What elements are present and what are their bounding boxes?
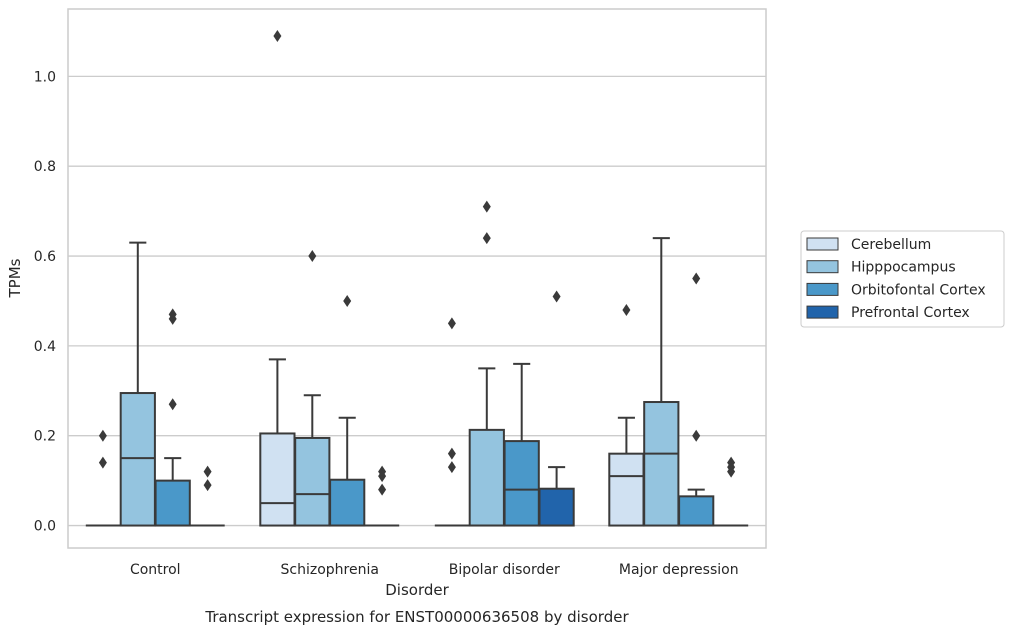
legend-label: Prefrontal Cortex: [851, 305, 970, 321]
x-tick-label: Control: [130, 562, 181, 578]
y-tick-label: 0.8: [34, 159, 56, 175]
chart-title: Transcript expression for ENST0000063650…: [204, 608, 629, 626]
outlier-point: [168, 398, 177, 411]
box-orbitofontal-cortex: [154, 308, 191, 527]
outlier-point: [168, 312, 177, 325]
box-body: [329, 478, 366, 527]
legend-label: Hipppocampus: [851, 260, 956, 276]
x-tick-label: Bipolar disorder: [449, 562, 560, 578]
outlier-point: [622, 303, 631, 316]
legend-frame: [800, 230, 1005, 328]
outlier-point: [203, 465, 212, 478]
outlier-point: [447, 461, 456, 474]
outlier-point: [308, 250, 317, 263]
outlier-point: [273, 29, 282, 42]
box-body: [538, 487, 575, 527]
outlier-point: [378, 483, 387, 496]
box-orbitofontal-cortex: [329, 294, 366, 527]
box-body: [154, 479, 191, 527]
outlier-point: [727, 465, 736, 478]
box-body: [678, 495, 715, 527]
outlier-point: [98, 429, 107, 442]
box-body: [468, 428, 505, 527]
x-tick-labels: Control Schizophrenia Bipolar disorder Majo…: [130, 562, 739, 578]
box-body: [119, 392, 156, 527]
y-tick-label: 0.2: [34, 429, 56, 445]
box-cerebellum: [85, 429, 121, 527]
y-tick-label: 0.4: [34, 339, 56, 355]
outlier-point: [447, 317, 456, 330]
outlier-point: [343, 294, 352, 307]
box-hipppocampus: [468, 200, 505, 527]
box-cerebellum: [434, 317, 470, 527]
box-hipppocampus: [119, 241, 156, 527]
y-tick-label: 0.0: [34, 519, 56, 535]
x-tick-label: Major depression: [619, 562, 739, 578]
box-hipppocampus: [643, 237, 680, 527]
box-hipppocampus: [294, 250, 331, 527]
plot-frame: [67, 8, 767, 549]
y-tick-label: 0.6: [34, 249, 56, 265]
outlier-point: [692, 272, 701, 285]
box-body: [503, 440, 540, 527]
y-tick-label: 1.0: [34, 69, 56, 85]
legend-swatch: [806, 237, 839, 251]
box-body: [294, 436, 331, 527]
box-orbitofontal-cortex: [503, 362, 540, 527]
outlier-point: [482, 200, 491, 213]
box-prefrontal-cortex: [364, 465, 400, 527]
outlier-point: [692, 429, 701, 442]
outlier-point: [482, 232, 491, 245]
box-orbitofontal-cortex: [678, 272, 715, 527]
box-body: [643, 401, 680, 527]
outlier-point: [203, 479, 212, 492]
outlier-point: [552, 290, 561, 303]
legend-swatch: [806, 282, 839, 296]
legend-swatch: [806, 305, 839, 319]
box-body: [259, 432, 296, 527]
box-prefrontal-cortex: [190, 465, 225, 527]
chart-marks: [85, 29, 749, 527]
x-axis-label: Disorder: [385, 581, 449, 599]
box-cerebellum: [259, 29, 296, 527]
legend-swatch: [806, 260, 839, 274]
legend: Cerebellum Hipppocampus Orbitofontal Corte…: [800, 230, 1005, 328]
y-axis-label: TPMs: [6, 258, 24, 298]
x-tick-label: Schizophrenia: [281, 562, 379, 578]
outlier-point: [378, 470, 387, 483]
outlier-point: [447, 447, 456, 460]
box-body: [608, 452, 645, 527]
box-prefrontal-cortex: [538, 290, 575, 527]
outlier-point: [98, 456, 107, 469]
y-tick-labels: 0.0 0.2 0.4 0.6 0.8 1.0: [34, 69, 56, 534]
legend-label: Orbitofontal Cortex: [851, 282, 986, 298]
legend-label: Cerebellum: [851, 237, 931, 253]
box-prefrontal-cortex: [713, 456, 749, 527]
